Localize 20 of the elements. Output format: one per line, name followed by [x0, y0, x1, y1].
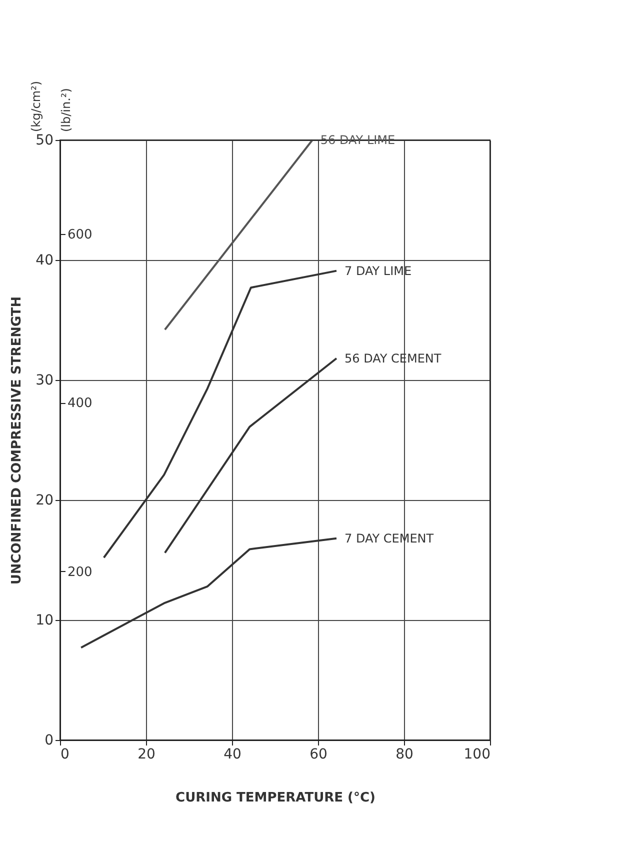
x-tick-label: 20 [138, 746, 156, 762]
text: (kg/cm²) [29, 80, 43, 132]
y-tick-label: 10 [36, 612, 54, 628]
x-tick-label: 100 [464, 746, 490, 762]
y-tick-label: 40 [36, 252, 54, 268]
y2-axis-title: (lb/in.²) [59, 88, 73, 132]
y-axis-title: UNCONFINED COMPRESSIVE STRENGTH [10, 296, 25, 585]
x-tick-label: 60 [310, 746, 328, 762]
x-axis-title: CURING TEMPERATURE (°C) [176, 790, 376, 806]
x-tick-label: 80 [396, 746, 414, 762]
y2-tick-label: 200 [68, 564, 92, 580]
line-series [102, 270, 338, 559]
y2-tick-label: 400 [68, 396, 92, 412]
y-tick-label: 0 [44, 732, 54, 748]
y-tick-label: 30 [36, 372, 54, 388]
x-tick-label: 40 [224, 746, 242, 762]
y-tick-label: 50 [36, 132, 54, 148]
x-tick-label: 0 [60, 746, 70, 762]
y2-tick-label: 600 [68, 227, 92, 242]
y-tick-label: 20 [36, 492, 54, 508]
